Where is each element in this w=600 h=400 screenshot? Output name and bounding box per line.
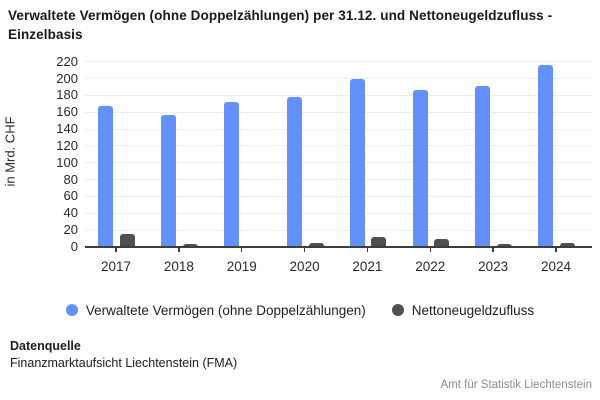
y-tick-label: 160 xyxy=(56,104,78,120)
legend-label-nettoneugeldzufluss: Nettoneugeldzufluss xyxy=(411,302,535,318)
gridline xyxy=(85,94,592,96)
gridline xyxy=(85,229,592,231)
x-tick-label: 2017 xyxy=(100,259,132,274)
y-tick-label: 20 xyxy=(63,222,78,238)
y-tick-label: 40 xyxy=(63,205,78,221)
y-tick-label: 180 xyxy=(56,87,78,103)
legend-dot-nettoneugeldzufluss xyxy=(391,304,404,316)
bar-verwaltete-vermoegen-2018[interactable] xyxy=(161,114,177,247)
x-tick xyxy=(492,247,494,252)
y-axis-label: in Mrd. CHF xyxy=(2,116,18,187)
bar-nettoneugeldzufluss-2023[interactable] xyxy=(497,243,513,247)
x-tick xyxy=(366,247,369,252)
x-tick xyxy=(555,247,557,252)
x-tick-label: 2023 xyxy=(478,259,509,274)
x-tick-label: 2020 xyxy=(289,259,320,274)
x-tick xyxy=(240,247,243,252)
x-axis-line xyxy=(85,246,592,248)
gridline xyxy=(85,128,592,130)
y-tick-label: 200 xyxy=(56,70,78,86)
bar-nettoneugeldzufluss-2017[interactable] xyxy=(120,233,135,247)
x-tick xyxy=(115,247,117,252)
y-tick-label: 120 xyxy=(56,137,78,153)
bar-nettoneugeldzufluss-2018[interactable] xyxy=(182,244,198,247)
source-label: Datenquelle xyxy=(10,339,81,353)
y-tick-label: 220 xyxy=(56,53,78,69)
bar-verwaltete-vermoegen-2024[interactable] xyxy=(538,65,554,247)
x-tick xyxy=(429,247,432,252)
gridline xyxy=(85,111,592,113)
page-title: Verwaltete Vermögen (ohne Doppelzählunge… xyxy=(8,8,553,42)
gridline xyxy=(85,145,592,147)
gridline xyxy=(85,61,592,63)
gridline xyxy=(85,195,592,197)
bar-verwaltete-vermoegen-2017[interactable] xyxy=(98,105,114,247)
legend-dot-verwaltete-vermoegen xyxy=(65,304,78,316)
x-tick-label: 2022 xyxy=(415,259,446,274)
x-tick-label: 2021 xyxy=(352,259,383,274)
source-name: Finanzmarktaufsicht Liechtenstein (FMA) xyxy=(10,355,238,370)
y-tick-label: 140 xyxy=(56,121,78,137)
legend: Verwaltete Vermögen (ohne Doppelzählunge… xyxy=(0,301,600,319)
x-tick xyxy=(178,247,180,252)
x-tick-label: 2019 xyxy=(226,259,257,274)
bar-verwaltete-vermoegen-2022[interactable] xyxy=(412,90,428,247)
x-tick-label: 2018 xyxy=(163,259,194,274)
gridline xyxy=(85,162,592,164)
gridline xyxy=(85,179,592,181)
bar-nettoneugeldzufluss-2022[interactable] xyxy=(434,239,450,247)
bar-verwaltete-vermoegen-2023[interactable] xyxy=(475,86,491,247)
legend-item-nettoneugeldzufluss[interactable]: Nettoneugeldzufluss xyxy=(391,302,535,318)
gridline xyxy=(85,212,592,214)
bar-verwaltete-vermoegen-2020[interactable] xyxy=(286,97,302,247)
bar-verwaltete-vermoegen-2019[interactable] xyxy=(224,102,240,247)
x-tick-label: 2024 xyxy=(540,259,572,274)
y-tick-label: 60 xyxy=(63,188,78,204)
bar-nettoneugeldzufluss-2024[interactable] xyxy=(560,242,576,247)
plot-area xyxy=(85,56,592,248)
bar-nettoneugeldzufluss-2020[interactable] xyxy=(308,242,324,247)
y-tick-label: 0 xyxy=(70,239,78,254)
legend-label-verwaltete-vermoegen: Verwaltete Vermögen (ohne Doppelzählunge… xyxy=(85,302,366,318)
legend-item-verwaltete-vermoegen[interactable]: Verwaltete Vermögen (ohne Doppelzählunge… xyxy=(65,302,366,318)
y-tick-label: 80 xyxy=(63,171,78,187)
y-tick-label: 100 xyxy=(56,154,78,170)
bar-nettoneugeldzufluss-2021[interactable] xyxy=(371,236,387,247)
x-tick xyxy=(303,247,306,252)
bar-verwaltete-vermoegen-2021[interactable] xyxy=(349,79,365,247)
agency-credit: Amt für Statistik Liechtenstein xyxy=(440,379,592,391)
gridline xyxy=(85,78,592,80)
source-section: Datenquelle Finanzmarktaufsicht Liechten… xyxy=(10,338,237,371)
